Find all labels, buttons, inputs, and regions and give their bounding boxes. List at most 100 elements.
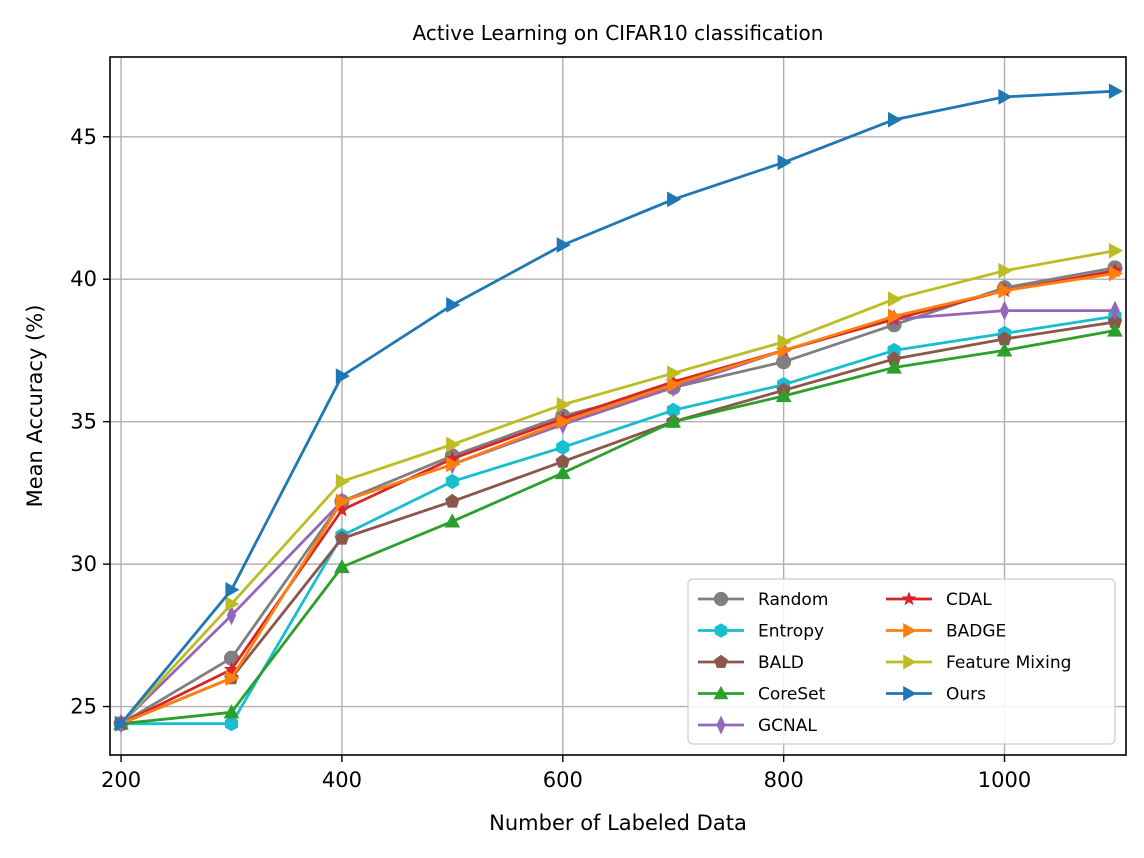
x-axis-title: Number of Labeled Data (489, 811, 747, 835)
series-line-feature-mixing (119, 249, 1116, 725)
y-axis-title: Mean Accuracy (%) (23, 305, 47, 508)
data-point-ours (667, 191, 682, 208)
data-point-badge (335, 493, 350, 510)
data-point-feature-mixing (446, 436, 461, 453)
chart-title: Active Learning on CIFAR10 classificatio… (413, 21, 824, 45)
series-entropy (114, 308, 1122, 732)
data-point-coreset (554, 464, 571, 480)
series-line-bald (120, 320, 1116, 725)
data-point-gcnal (1110, 300, 1120, 321)
data-point-ours (777, 154, 792, 171)
y-tick-label: 30 (70, 552, 97, 576)
data-point-coreset (996, 342, 1013, 357)
data-point-ours (335, 368, 350, 384)
legend-marker (716, 715, 726, 735)
legend-marker (714, 654, 728, 668)
data-point-badge (446, 456, 461, 473)
y-tick-label: 45 (70, 125, 97, 149)
data-point-ours (1108, 83, 1124, 100)
data-point-feature-mixing (888, 291, 903, 308)
y-tick-label: 40 (70, 267, 97, 291)
legend-marker (901, 591, 917, 606)
legend-label: GCNAL (758, 716, 817, 736)
data-point-ours (225, 581, 240, 598)
data-point-ours (556, 237, 571, 253)
legend-item-random: Random (698, 590, 828, 610)
legend-label: BALD (758, 653, 804, 673)
data-point-ours (446, 297, 461, 313)
data-point-ours (998, 89, 1013, 105)
data-point-coreset (886, 359, 902, 374)
legend-label: Random (758, 590, 828, 610)
data-point-badge (667, 376, 682, 393)
data-point-bald (445, 493, 460, 508)
data-point-coreset (775, 387, 792, 403)
data-point-coreset (223, 704, 240, 719)
series-line-coreset (120, 329, 1116, 726)
x-tick-label: 800 (764, 768, 804, 792)
legend-marker (713, 685, 729, 700)
data-point-entropy (556, 439, 570, 455)
data-point-entropy (445, 473, 459, 490)
data-point-feature-mixing (998, 262, 1013, 279)
series-line-gcnal (120, 309, 1115, 725)
data-point-badge (1108, 265, 1124, 282)
series-line-ours (119, 89, 1116, 725)
legend-marker (714, 623, 728, 638)
legend-label: Feature Mixing (946, 653, 1071, 673)
data-point-coreset (665, 413, 682, 428)
legend-label: CDAL (946, 590, 992, 610)
legend-item-bald: BALD (698, 653, 804, 673)
data-point-ours (114, 715, 130, 732)
data-point-badge (556, 413, 571, 430)
data-point-coreset (444, 513, 461, 528)
data-point-feature-mixing (225, 596, 240, 612)
legend-item-badge: BADGE (886, 622, 1006, 642)
y-tick-label: 35 (70, 410, 97, 434)
series-line-entropy (121, 314, 1116, 726)
legend-label: BADGE (946, 622, 1006, 642)
x-tick-label: 400 (322, 768, 362, 792)
plot-frame (109, 56, 1127, 756)
legend-item-entropy: Entropy (698, 622, 824, 642)
data-point-badge (998, 282, 1013, 299)
data-point-feature-mixing (556, 396, 571, 413)
x-tick-label: 1000 (978, 768, 1031, 792)
data-point-coreset (334, 558, 350, 574)
legend-item-cdal: CDAL (886, 590, 992, 610)
legend-marker (903, 623, 917, 638)
data-point-feature-mixing (335, 473, 350, 490)
legend-label: CoreSet (758, 685, 826, 705)
series-line-badge (120, 272, 1116, 725)
legend-item-gcnal: GCNAL (698, 715, 817, 736)
x-tick-label: 600 (543, 768, 583, 792)
data-point-cdal (223, 661, 240, 677)
data-point-coreset (1107, 322, 1123, 337)
data-point-entropy (224, 716, 238, 732)
data-point-gcnal (226, 605, 237, 626)
data-point-badge (888, 308, 903, 325)
axis-ticks: 200 400 600 800 1000 25 30 35 40 45 (70, 125, 1031, 792)
data-point-badge (225, 670, 240, 686)
data-point-feature-mixing (667, 365, 682, 382)
legend-item-ours: Ours (886, 685, 986, 705)
legend-marker (713, 591, 729, 607)
legend-item-coreset: CoreSet (698, 685, 826, 705)
data-point-gcnal (999, 300, 1010, 321)
series-ours (114, 83, 1124, 732)
series-layer (113, 83, 1124, 734)
legend: Random Entropy BALD CoreSet GCNAL CDAL BADGE Fe… (687, 578, 1116, 745)
legend-label: Entropy (758, 622, 824, 642)
legend-marker (903, 686, 917, 701)
data-point-bald (334, 530, 350, 545)
legend-marker (903, 654, 917, 670)
data-point-feature-mixing (1108, 242, 1124, 259)
legend-item-feature-mixing: Feature Mixing (886, 653, 1071, 673)
legend-label: Ours (946, 685, 986, 705)
y-tick-label: 25 (70, 695, 97, 719)
data-point-ours (888, 111, 903, 128)
data-point-feature-mixing (777, 334, 792, 350)
x-tick-label: 200 (101, 768, 141, 792)
